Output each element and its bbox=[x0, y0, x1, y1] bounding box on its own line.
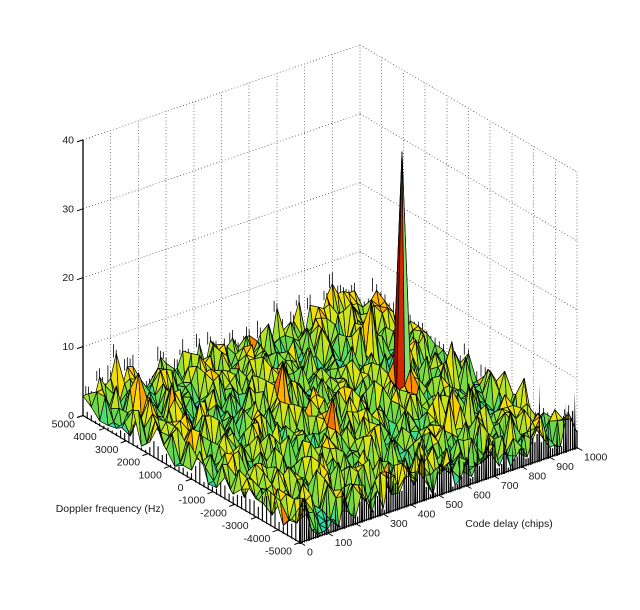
code-tick-label: 900 bbox=[556, 461, 574, 473]
plot-generated-content: 010203040500040003000200010000-1000-2000… bbox=[52, 44, 608, 559]
code-tick-label: 0 bbox=[307, 547, 313, 559]
z-tick-label: 20 bbox=[62, 272, 74, 284]
axes: 010203040500040003000200010000-1000-2000… bbox=[52, 134, 608, 558]
doppler-tick-label: -5000 bbox=[265, 546, 292, 558]
doppler-tick-label: -2000 bbox=[200, 507, 227, 519]
code-tick-label: 400 bbox=[418, 509, 436, 521]
z-tick-label: 40 bbox=[62, 134, 74, 146]
doppler-tick-label: 5000 bbox=[52, 419, 76, 431]
code-tick-label: 500 bbox=[446, 499, 464, 511]
doppler-tick-label: -3000 bbox=[222, 520, 249, 532]
code-tick-label: 600 bbox=[473, 490, 491, 502]
code-tick-label: 200 bbox=[362, 528, 380, 540]
doppler-tick-label: 3000 bbox=[95, 444, 119, 456]
z-tick-label: 30 bbox=[62, 203, 74, 215]
code-axis-title: Code delay (chips) bbox=[465, 518, 553, 530]
z-tick-label: 0 bbox=[68, 410, 74, 422]
code-tick-label: 700 bbox=[501, 480, 519, 492]
code-tick-label: 300 bbox=[390, 518, 408, 530]
code-tick-label: 100 bbox=[335, 537, 353, 549]
doppler-tick-label: 4000 bbox=[73, 431, 97, 443]
doppler-tick-label: 0 bbox=[178, 482, 184, 494]
doppler-tick-label: -4000 bbox=[243, 533, 270, 545]
doppler-tick-label: 1000 bbox=[138, 469, 162, 481]
code-tick-label: 800 bbox=[529, 471, 547, 483]
front-edge-fringe bbox=[82, 382, 578, 544]
doppler-tick-label: 2000 bbox=[117, 457, 141, 469]
doppler-tick-label: -1000 bbox=[178, 495, 205, 507]
doppler-axis-title: Doppler frequency (Hz) bbox=[56, 503, 165, 515]
code-tick-label: 1000 bbox=[584, 452, 608, 464]
surface-mesh bbox=[82, 151, 578, 535]
z-tick-label: 10 bbox=[62, 341, 74, 353]
